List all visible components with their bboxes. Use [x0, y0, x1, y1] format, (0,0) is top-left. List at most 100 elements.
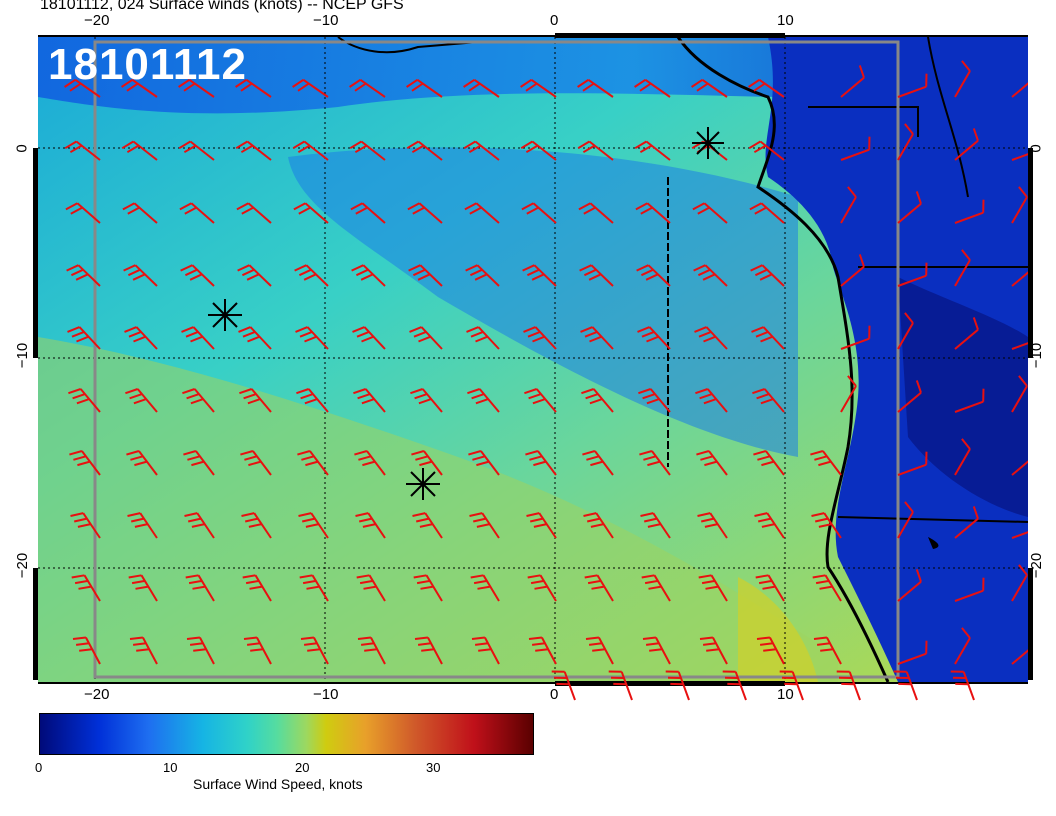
x-tick-top-2: −10 [313, 12, 339, 29]
wind-barb-158 [357, 636, 386, 665]
wind-barb-55 [294, 264, 329, 287]
land-core [898, 277, 1028, 517]
wind-barb-53 [180, 264, 215, 287]
wind-barb-119 [70, 512, 101, 539]
wind-barb-58 [465, 264, 500, 287]
x-tick-bottom-1: −20 [84, 686, 110, 703]
colorbar-label: Surface Wind Speed, knots [193, 776, 363, 792]
wind-barb-150 [897, 569, 922, 602]
wind-barb-42 [521, 202, 557, 224]
wind-barb-137 [128, 574, 158, 602]
wind-barb-148 [755, 574, 785, 602]
y-tick-right-3: −20 [1028, 552, 1046, 579]
wind-barb-74 [409, 326, 443, 350]
wind-barb-90 [353, 388, 386, 413]
x-tick-top-4: 10 [777, 12, 794, 29]
wind-barb-160 [471, 636, 500, 665]
wind-barb-80 [751, 326, 785, 350]
island [928, 537, 939, 549]
frame-tick-left-2 [33, 568, 38, 680]
wind-barb-127 [526, 512, 557, 539]
southern-high-wind [38, 337, 838, 682]
wind-barb-7 [463, 78, 500, 98]
wind-barb-8 [520, 78, 557, 98]
y-tick-left-3: −20 [14, 552, 32, 579]
wind-barb-38 [293, 202, 329, 224]
wind-barb-20 [235, 140, 272, 161]
domain-box [93, 40, 900, 679]
wind-barb-93 [524, 388, 557, 413]
wind-barb-41 [464, 202, 500, 224]
wind-barb-135 [1011, 531, 1028, 539]
wind-barb-97 [752, 388, 785, 413]
wind-barb-3 [235, 78, 272, 98]
wind-barb-2 [178, 78, 215, 98]
wind-barb-128 [583, 512, 614, 539]
wind-field [38, 37, 1028, 682]
wind-barb-142 [413, 574, 443, 602]
wind-barb-40 [407, 202, 443, 224]
wind-barb-163 [642, 636, 671, 665]
wind-barb-147 [698, 574, 728, 602]
wind-barb-111 [582, 450, 614, 476]
wind-barb-114 [753, 450, 785, 476]
wind-barb-0 [64, 78, 101, 98]
wind-barb-103 [126, 450, 158, 476]
wind-barb-139 [242, 574, 272, 602]
wind-barb-36 [179, 202, 215, 224]
x-tick-top-1: −20 [84, 12, 110, 29]
wind-barb-21 [292, 140, 329, 161]
wind-barb-151 [954, 577, 985, 602]
wind-barb-68 [67, 326, 101, 350]
wind-barb-25 [520, 140, 557, 161]
wind-barb-108 [411, 450, 443, 476]
frame-bottom [38, 682, 1028, 684]
wind-barb-59 [522, 264, 557, 287]
wind-barb-57 [408, 264, 443, 287]
x-tick-bottom-4: 10 [777, 686, 794, 703]
x-tick-bottom-3: 0 [550, 686, 559, 703]
wind-barb-89 [296, 388, 329, 413]
wind-barb-152 [1011, 564, 1028, 602]
wind-barb-1 [121, 78, 158, 98]
wind-barb-84 [1011, 342, 1028, 350]
wind-barb-50 [1011, 186, 1028, 224]
wind-barb-66 [954, 249, 971, 287]
central-low-wind [288, 147, 798, 458]
wind-barb-26 [577, 140, 614, 161]
wind-barb-126 [469, 512, 500, 539]
wind-barb-115 [810, 450, 842, 476]
wind-barb-4 [292, 78, 329, 98]
storm-center-2 [406, 468, 440, 500]
wind-barb-87 [182, 388, 215, 413]
y-tick-left-1: 0 [13, 144, 31, 153]
wind-barb-43 [578, 202, 614, 224]
wind-barb-121 [184, 512, 215, 539]
wind-barb-65 [897, 262, 928, 287]
wind-barb-110 [525, 450, 557, 476]
wind-barb-30 [840, 136, 871, 161]
wind-barb-159 [414, 636, 443, 665]
wind-barb-48 [897, 191, 922, 224]
wind-barb-33 [1011, 153, 1028, 161]
wind-barb-143 [470, 574, 500, 602]
wind-barb-22 [349, 140, 386, 161]
frame-tick-right [1028, 148, 1033, 358]
wind-barb-107 [354, 450, 386, 476]
wind-barb-14 [897, 73, 928, 98]
wind-barb-15 [954, 60, 971, 98]
wind-barb-165 [756, 636, 785, 665]
wind-barb-44 [635, 202, 671, 224]
wind-barb-141 [356, 574, 386, 602]
wind-barb-94 [581, 388, 614, 413]
wind-barb-71 [238, 326, 272, 350]
frame-tick-top [555, 33, 785, 38]
wind-barb-168 [954, 627, 971, 665]
wind-barb-125 [412, 512, 443, 539]
wind-barb-99 [897, 380, 922, 413]
wind-barb-81 [840, 325, 871, 350]
wind-barb-32 [954, 128, 979, 161]
wind-barb-116 [897, 451, 928, 476]
wind-barb-77 [580, 326, 614, 350]
wind-barb-6 [406, 78, 443, 98]
